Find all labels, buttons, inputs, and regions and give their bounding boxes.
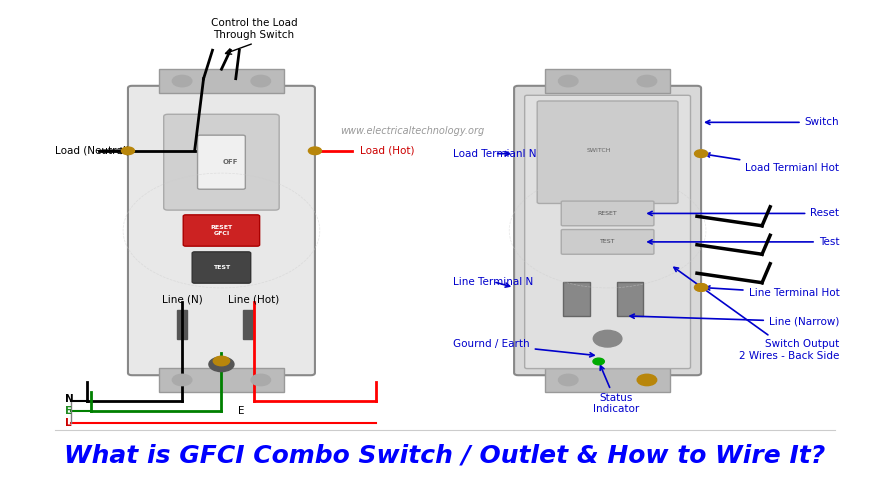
FancyBboxPatch shape xyxy=(525,96,691,369)
Bar xyxy=(177,310,188,339)
Circle shape xyxy=(694,150,708,157)
Text: Test: Test xyxy=(648,237,839,247)
Text: Reset: Reset xyxy=(648,208,839,218)
Text: Switch: Switch xyxy=(706,117,839,127)
Text: L: L xyxy=(65,418,71,428)
Text: Gournd / Earth: Gournd / Earth xyxy=(453,339,594,357)
FancyBboxPatch shape xyxy=(164,114,279,210)
FancyBboxPatch shape xyxy=(192,252,251,283)
FancyBboxPatch shape xyxy=(514,86,701,375)
Bar xyxy=(562,282,590,316)
Text: N: N xyxy=(65,394,73,404)
Circle shape xyxy=(214,356,230,366)
Text: Load Termianl Hot: Load Termianl Hot xyxy=(706,153,839,173)
FancyBboxPatch shape xyxy=(562,229,654,254)
Circle shape xyxy=(173,75,192,87)
Text: What is GFCI Combo Switch / Outlet & How to Wire It?: What is GFCI Combo Switch / Outlet & How… xyxy=(64,444,826,468)
Circle shape xyxy=(559,374,578,385)
Bar xyxy=(158,368,284,392)
Bar xyxy=(545,69,670,93)
Text: Line (Hot): Line (Hot) xyxy=(228,295,279,304)
Text: OFF: OFF xyxy=(222,159,239,165)
FancyBboxPatch shape xyxy=(538,101,678,204)
Text: Load Termianl N: Load Termianl N xyxy=(453,149,537,159)
Text: E: E xyxy=(65,406,72,416)
Circle shape xyxy=(121,147,134,155)
Circle shape xyxy=(637,75,657,87)
Circle shape xyxy=(694,284,708,291)
Text: Line (Narrow): Line (Narrow) xyxy=(630,314,839,326)
Circle shape xyxy=(173,374,192,385)
FancyBboxPatch shape xyxy=(198,135,246,189)
Text: www.electricaltechnology.org: www.electricaltechnology.org xyxy=(340,126,485,136)
Text: Switch Output
2 Wires - Back Side: Switch Output 2 Wires - Back Side xyxy=(674,267,839,361)
Text: Control the Load
Through Switch: Control the Load Through Switch xyxy=(211,18,297,40)
Text: TEST: TEST xyxy=(600,240,615,244)
Text: RESET: RESET xyxy=(598,211,618,216)
Circle shape xyxy=(251,75,271,87)
Text: Line Terminal N: Line Terminal N xyxy=(453,277,533,287)
Text: Load (Hot): Load (Hot) xyxy=(360,146,414,156)
Circle shape xyxy=(309,147,321,155)
FancyBboxPatch shape xyxy=(183,215,260,246)
Circle shape xyxy=(694,284,708,291)
FancyBboxPatch shape xyxy=(128,86,315,375)
Text: SWITCH: SWITCH xyxy=(587,148,611,153)
Circle shape xyxy=(694,150,708,157)
FancyBboxPatch shape xyxy=(562,201,654,226)
Bar xyxy=(617,282,643,316)
Bar xyxy=(158,69,284,93)
Circle shape xyxy=(251,374,271,385)
Text: Load (Neutral): Load (Neutral) xyxy=(55,146,130,156)
Circle shape xyxy=(209,357,234,372)
Text: Line Terminal Hot: Line Terminal Hot xyxy=(706,286,839,298)
Text: TEST: TEST xyxy=(213,265,230,270)
Bar xyxy=(243,310,254,339)
Text: RESET
GFCI: RESET GFCI xyxy=(210,225,232,236)
Text: Status
Indicator: Status Indicator xyxy=(594,366,640,414)
Circle shape xyxy=(594,330,622,347)
Text: E: E xyxy=(238,406,244,416)
Circle shape xyxy=(559,75,578,87)
Circle shape xyxy=(637,374,657,385)
Text: Line (N): Line (N) xyxy=(162,295,202,304)
Bar xyxy=(545,368,670,392)
Circle shape xyxy=(593,358,604,365)
